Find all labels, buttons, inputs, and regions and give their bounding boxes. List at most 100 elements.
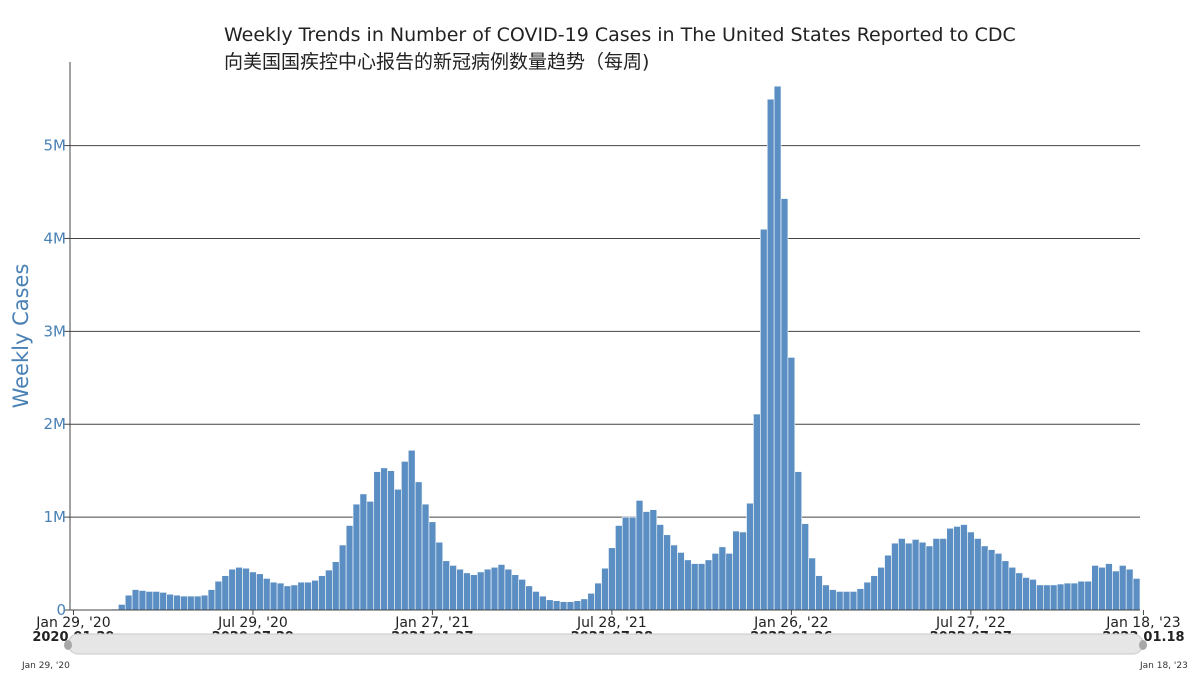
bar[interactable] (849, 591, 858, 611)
bar[interactable] (621, 516, 630, 611)
bar[interactable] (428, 521, 437, 611)
bar[interactable] (1001, 560, 1010, 611)
bar[interactable] (904, 542, 913, 611)
bar[interactable] (359, 493, 368, 611)
bar[interactable] (546, 599, 554, 611)
bar[interactable] (173, 594, 181, 611)
bar[interactable] (856, 588, 865, 611)
navigator-track[interactable] (67, 633, 1144, 655)
bar[interactable] (601, 567, 609, 611)
bars[interactable] (111, 85, 1141, 611)
bar[interactable] (967, 531, 975, 611)
bar[interactable] (725, 553, 734, 611)
navigator-left-handle[interactable] (64, 640, 72, 650)
bar[interactable] (1118, 565, 1127, 611)
bar[interactable] (1063, 582, 1072, 611)
bar[interactable] (325, 569, 333, 611)
bar[interactable] (815, 575, 823, 611)
bar[interactable] (884, 554, 892, 611)
bar[interactable] (932, 538, 941, 611)
bar[interactable] (766, 98, 775, 611)
bar[interactable] (753, 413, 761, 611)
bar[interactable] (925, 545, 934, 611)
bar[interactable] (449, 565, 457, 611)
bar[interactable] (504, 568, 513, 611)
bar[interactable] (463, 572, 471, 611)
bar[interactable] (994, 553, 1003, 611)
bar[interactable] (704, 559, 713, 611)
bar[interactable] (1098, 566, 1106, 611)
bar[interactable] (980, 545, 989, 611)
bar[interactable] (490, 566, 499, 611)
bar[interactable] (1029, 579, 1037, 611)
bar[interactable] (1036, 584, 1044, 611)
bar[interactable] (794, 471, 803, 611)
bar[interactable] (842, 591, 851, 611)
bar[interactable] (456, 568, 464, 611)
bar[interactable] (670, 544, 678, 611)
bar[interactable] (221, 575, 230, 611)
bar[interactable] (677, 552, 685, 611)
bar[interactable] (187, 595, 195, 611)
bar[interactable] (1091, 565, 1099, 611)
bar[interactable] (1056, 583, 1065, 611)
bar[interactable] (283, 585, 292, 611)
bar[interactable] (552, 600, 561, 611)
bar[interactable] (476, 571, 485, 611)
bar[interactable] (207, 589, 216, 611)
bar[interactable] (829, 589, 837, 611)
bar[interactable] (304, 581, 312, 611)
bar[interactable] (497, 564, 506, 611)
bar[interactable] (539, 595, 547, 611)
bar[interactable] (401, 461, 409, 611)
bar[interactable] (911, 539, 920, 611)
bar[interactable] (373, 471, 381, 611)
bar[interactable] (1043, 584, 1051, 611)
bar[interactable] (1049, 584, 1058, 611)
bar[interactable] (1084, 580, 1092, 611)
bar[interactable] (380, 467, 388, 611)
bar[interactable] (131, 589, 140, 611)
bar[interactable] (345, 525, 354, 611)
bar[interactable] (269, 581, 278, 611)
bar[interactable] (525, 585, 533, 611)
bar[interactable] (642, 511, 651, 611)
bar[interactable] (690, 563, 699, 611)
bar[interactable] (773, 85, 782, 611)
bar[interactable] (898, 538, 906, 611)
bar[interactable] (918, 541, 927, 611)
bar[interactable] (414, 481, 423, 611)
bar[interactable] (159, 592, 167, 611)
bar[interactable] (235, 566, 243, 611)
bar[interactable] (711, 553, 720, 611)
bar[interactable] (193, 595, 202, 611)
bar[interactable] (787, 357, 796, 611)
bar[interactable] (180, 595, 188, 611)
bar[interactable] (808, 557, 816, 611)
bar[interactable] (511, 574, 520, 611)
bar[interactable] (987, 549, 996, 611)
bar[interactable] (214, 580, 223, 611)
bar[interactable] (635, 500, 644, 611)
bar[interactable] (863, 581, 872, 611)
navigator-right-handle[interactable] (1139, 640, 1147, 650)
bar[interactable] (780, 198, 789, 611)
bar[interactable] (974, 538, 982, 611)
bar[interactable] (366, 501, 375, 611)
bar[interactable] (628, 516, 637, 611)
bar[interactable] (262, 578, 271, 611)
bar[interactable] (532, 591, 540, 611)
bar[interactable] (242, 567, 250, 611)
bar[interactable] (960, 524, 968, 611)
bar[interactable] (338, 544, 347, 611)
bar[interactable] (1105, 563, 1113, 611)
bar[interactable] (656, 524, 664, 611)
bar[interactable] (732, 530, 740, 611)
bar[interactable] (442, 560, 450, 611)
bar[interactable] (166, 593, 174, 611)
bar[interactable] (573, 600, 582, 611)
bar[interactable] (760, 228, 768, 611)
bar[interactable] (290, 584, 299, 611)
bar[interactable] (939, 538, 948, 611)
bar[interactable] (684, 559, 692, 611)
